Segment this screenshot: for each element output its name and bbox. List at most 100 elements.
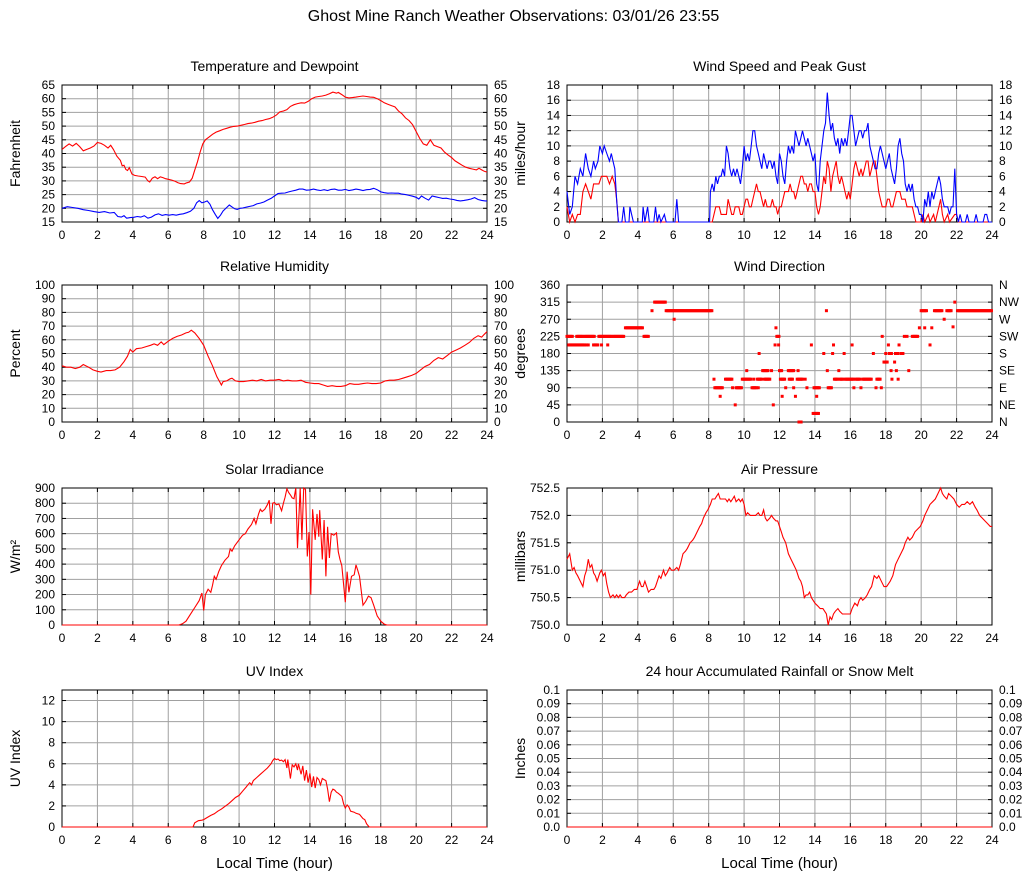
y-tick-label: 8 xyxy=(48,736,55,750)
x-tick-label: 2 xyxy=(94,228,101,242)
scatter-point xyxy=(940,309,944,313)
scatter-point xyxy=(850,343,854,347)
x-tick-label: 0 xyxy=(564,428,571,442)
scatter-point xyxy=(815,394,819,398)
scatter-point xyxy=(816,411,820,415)
scatter-point xyxy=(894,369,898,373)
x-tick-label: 10 xyxy=(737,631,751,645)
x-tick-label: 12 xyxy=(773,428,787,442)
y-tick-label: 100 xyxy=(35,603,55,617)
scatter-point xyxy=(989,309,993,313)
x-tick-label: 18 xyxy=(879,833,893,847)
scatter-point xyxy=(878,377,882,381)
scatter-point xyxy=(893,360,897,364)
y-tick-label-right: 0.07 xyxy=(999,724,1023,738)
y-tick-label-right: SE xyxy=(999,364,1015,378)
rainfall-chart: 0.0 0.00.01 0.010.02 0.020.03 0.030.04 0.040.… xyxy=(512,663,1023,872)
scatter-point xyxy=(930,326,934,330)
y-tick-label-right: 16 xyxy=(999,93,1013,107)
chart-title: UV Index xyxy=(246,663,304,679)
scatter-point xyxy=(752,377,756,381)
x-tick-label: 12 xyxy=(268,228,282,242)
y-tick-label-right: 55 xyxy=(494,105,508,119)
y-tick-label: 0.09 xyxy=(537,697,561,711)
scatter-point xyxy=(874,386,878,390)
scatter-point xyxy=(949,309,953,313)
x-tick-label: 8 xyxy=(200,228,207,242)
y-tick-label: 0.03 xyxy=(537,779,561,793)
x-tick-label: 14 xyxy=(303,428,317,442)
x-tick-label: 24 xyxy=(985,428,999,442)
y-tick-label-right: N xyxy=(999,415,1008,429)
x-tick-label: 10 xyxy=(232,833,246,847)
y-tick-label: 270 xyxy=(540,312,560,326)
scatter-point xyxy=(852,377,856,381)
x-tick-label: 24 xyxy=(985,631,999,645)
scatter-point xyxy=(907,369,911,373)
y-tick-label: 2 xyxy=(553,200,560,214)
chart-title: 24 hour Accumulated Rainfall or Snow Mel… xyxy=(646,663,914,679)
x-tick-label: 12 xyxy=(268,631,282,645)
scatter-point xyxy=(852,386,856,390)
x-tick-label: 6 xyxy=(165,228,172,242)
y-tick-label: 2 xyxy=(48,799,55,813)
scatter-point xyxy=(622,334,626,338)
y-axis-label: UV Index xyxy=(7,730,23,788)
x-axis-label: Local Time (hour) xyxy=(216,855,333,872)
scatter-point xyxy=(836,377,840,381)
scatter-point xyxy=(777,343,781,347)
y-tick-label: 18 xyxy=(547,78,561,92)
y-tick-label-right: 30 xyxy=(494,174,508,188)
scatter-point xyxy=(831,352,835,355)
y-tick-label: 16 xyxy=(547,93,561,107)
x-tick-label: 10 xyxy=(737,228,751,242)
scatter-point xyxy=(902,334,906,338)
y-tick-label: 0.08 xyxy=(537,710,561,724)
x-tick-label: 14 xyxy=(303,631,317,645)
y-tick-label-right: 0.06 xyxy=(999,738,1023,752)
y-tick-label-right: 0.1 xyxy=(999,683,1016,697)
x-tick-label: 20 xyxy=(914,833,928,847)
scatter-point xyxy=(832,343,836,347)
scatter-point xyxy=(901,352,905,355)
scatter-point xyxy=(859,386,863,390)
scatter-point xyxy=(897,343,901,347)
y-tick-label-right: W xyxy=(999,312,1011,326)
scatter-point xyxy=(951,325,955,329)
x-tick-label: 0 xyxy=(59,428,66,442)
y-tick-label: 100 xyxy=(35,278,55,292)
y-tick-label-right: NE xyxy=(999,398,1016,412)
x-tick-label: 14 xyxy=(303,228,317,242)
x-tick-label: 22 xyxy=(950,631,964,645)
scatter-point xyxy=(646,334,650,338)
y-axis-label: millibars xyxy=(512,531,528,582)
x-tick-label: 18 xyxy=(879,631,893,645)
x-tick-label: 16 xyxy=(339,833,353,847)
x-axis-label: Local Time (hour) xyxy=(721,855,838,872)
scatter-point xyxy=(917,326,921,330)
y-tick-label: 60 xyxy=(42,92,56,106)
scatter-point xyxy=(896,377,900,381)
scatter-point xyxy=(817,386,821,390)
scatter-point xyxy=(584,343,588,347)
y-tick-label: 4 xyxy=(553,185,560,199)
y-tick-label: 500 xyxy=(35,542,55,556)
scatter-point xyxy=(771,403,775,407)
x-tick-label: 18 xyxy=(374,833,388,847)
scatter-point xyxy=(824,309,828,313)
uv-series xyxy=(62,757,487,828)
scatter-point xyxy=(710,309,714,313)
y-tick-label-right: E xyxy=(999,381,1007,395)
y-tick-label: 0.02 xyxy=(537,793,561,807)
x-tick-label: 18 xyxy=(879,428,893,442)
y-tick-label: 0 xyxy=(553,215,560,229)
x-tick-label: 10 xyxy=(232,428,246,442)
scatter-point xyxy=(793,394,797,398)
scatter-point xyxy=(777,334,781,338)
scatter-point xyxy=(841,377,845,381)
x-tick-label: 18 xyxy=(374,428,388,442)
x-tick-label: 8 xyxy=(705,228,712,242)
x-tick-label: 14 xyxy=(303,833,317,847)
y-tick-label-right: 40 xyxy=(494,360,508,374)
irradiance-series xyxy=(62,486,487,626)
